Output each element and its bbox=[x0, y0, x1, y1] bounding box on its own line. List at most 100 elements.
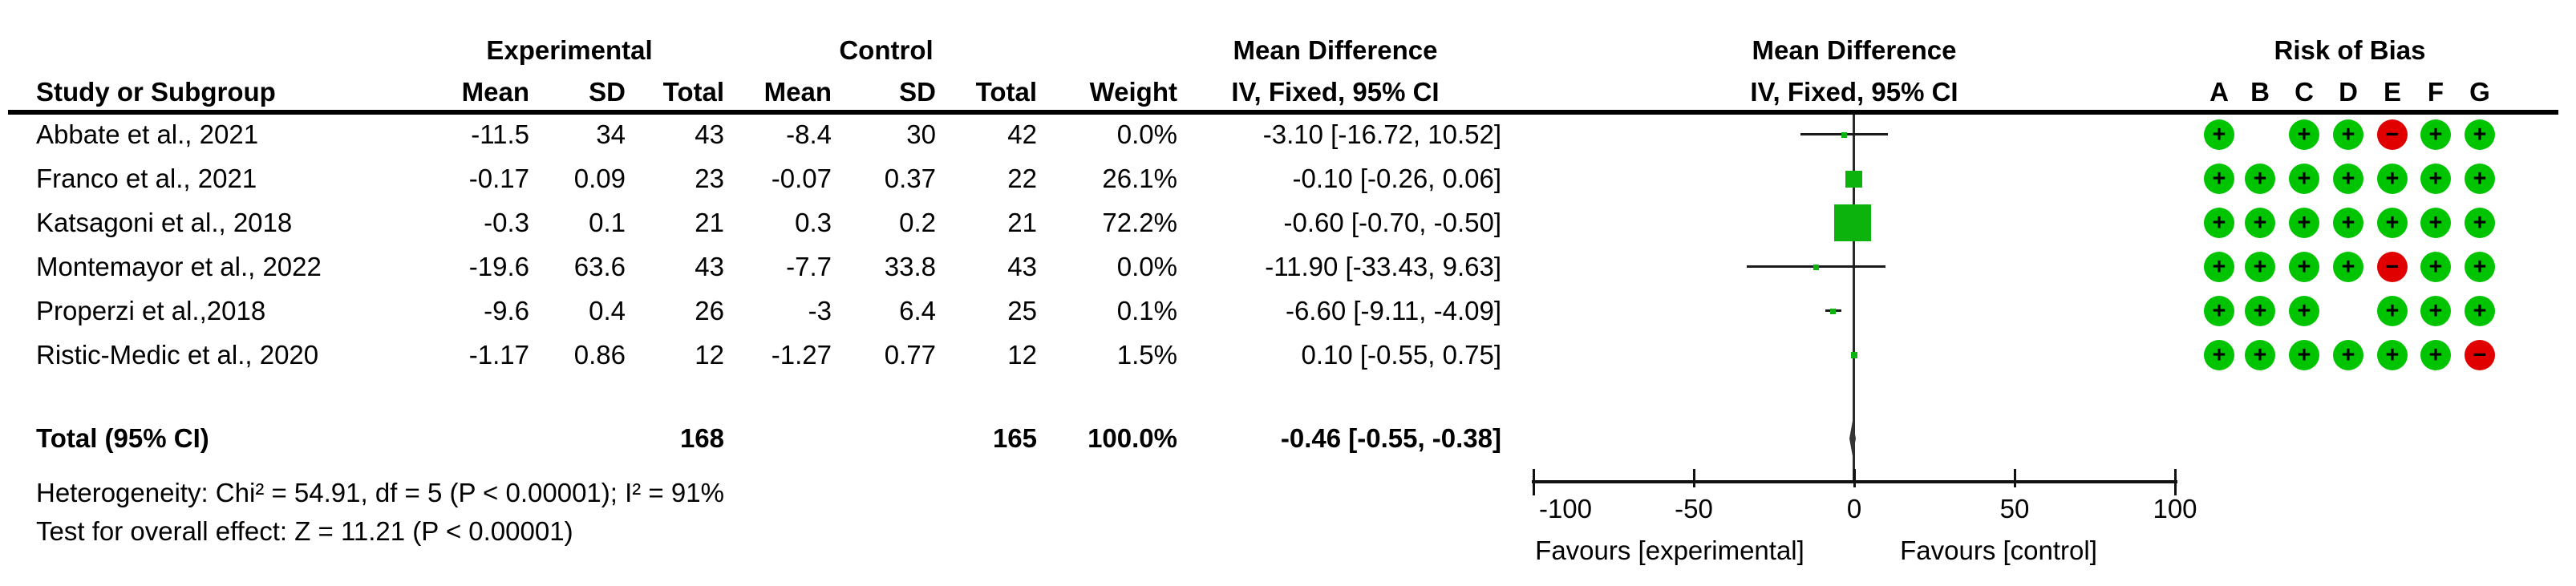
cell-sd-experimental: 0.1 bbox=[589, 208, 626, 237]
col-header-study: Study or Subgroup bbox=[36, 77, 276, 107]
rob-judgement-B-low: + bbox=[2245, 296, 2275, 326]
cell-sd-experimental: 0.86 bbox=[573, 340, 626, 370]
axis-tick bbox=[2174, 469, 2177, 495]
cell-total-experimental: 43 bbox=[695, 252, 724, 281]
group-header-experimental: Experimental bbox=[486, 35, 653, 65]
rob-judgement-C-low: + bbox=[2289, 340, 2319, 370]
effect-square bbox=[1830, 309, 1836, 314]
cell-ci-text: -0.60 [-0.70, -0.50] bbox=[1283, 208, 1502, 237]
rob-judgement-G-low: + bbox=[2465, 119, 2495, 150]
cell-sd-control: 6.4 bbox=[899, 296, 936, 325]
total-n-control: 165 bbox=[992, 423, 1037, 453]
effect-square bbox=[1851, 352, 1857, 358]
rob-judgement-C-low: + bbox=[2289, 119, 2319, 150]
cell-weight: 1.5% bbox=[1116, 340, 1177, 370]
effect-square bbox=[1834, 204, 1871, 241]
cell-ci-text: 0.10 [-0.55, 0.75] bbox=[1301, 340, 1501, 370]
header-rule bbox=[8, 110, 2558, 115]
group-header-control: Control bbox=[839, 35, 934, 65]
cell-total-control: 42 bbox=[1007, 119, 1037, 149]
cell-ci-text: -11.90 [-33.43, 9.63] bbox=[1265, 252, 1501, 281]
rob-judgement-F-low: + bbox=[2420, 119, 2451, 150]
cell-sd-control: 0.37 bbox=[884, 164, 936, 193]
rob-judgement-E-low: + bbox=[2377, 340, 2408, 370]
total-ci-text: -0.46 [-0.55, -0.38] bbox=[1280, 423, 1501, 453]
rob-judgement-F-low: + bbox=[2420, 296, 2451, 326]
cell-sd-experimental: 63.6 bbox=[573, 252, 626, 281]
iv-fixed-ci-header-plot: IV, Fixed, 95% CI bbox=[1750, 77, 1958, 107]
rob-column-letter-E: E bbox=[2383, 77, 2401, 107]
study-name: Franco et al., 2021 bbox=[36, 164, 257, 193]
rob-judgement-F-low: + bbox=[2420, 164, 2451, 194]
rob-judgement-C-low: + bbox=[2289, 252, 2319, 282]
axis-tick-label: 100 bbox=[2153, 494, 2197, 523]
rob-judgement-D-low: + bbox=[2333, 208, 2363, 238]
rob-judgement-D-low: + bbox=[2333, 252, 2363, 282]
study-name: Ristic-Medic et al., 2020 bbox=[36, 340, 319, 370]
col-header-sd-control: SD bbox=[899, 77, 936, 107]
col-header-sd-experimental: SD bbox=[589, 77, 626, 107]
cell-mean-experimental: -0.17 bbox=[468, 164, 529, 193]
cell-mean-control: -3 bbox=[808, 296, 832, 325]
rob-judgement-F-low: + bbox=[2420, 340, 2451, 370]
cell-sd-control: 0.2 bbox=[899, 208, 936, 237]
rob-judgement-G-low: + bbox=[2465, 252, 2495, 282]
cell-mean-control: -0.07 bbox=[771, 164, 832, 193]
rob-judgement-E-low: + bbox=[2377, 296, 2408, 326]
favours-control-label: Favours [control] bbox=[1900, 535, 2097, 565]
axis-tick bbox=[1853, 469, 1856, 487]
col-header-mean-control: Mean bbox=[763, 77, 832, 107]
total-weight: 100.0% bbox=[1088, 423, 1177, 453]
cell-sd-experimental: 0.09 bbox=[573, 164, 626, 193]
study-name: Abbate et al., 2021 bbox=[36, 119, 259, 149]
axis-tick-label: -100 bbox=[1538, 494, 1593, 523]
axis-tick-label: 0 bbox=[1846, 494, 1862, 523]
cell-mean-experimental: -11.5 bbox=[471, 119, 529, 149]
cell-total-control: 25 bbox=[1007, 296, 1037, 325]
cell-sd-experimental: 34 bbox=[596, 119, 626, 149]
col-header-mean-experimental: Mean bbox=[461, 77, 529, 107]
cell-total-control: 43 bbox=[1007, 252, 1037, 281]
cell-ci-text: -0.10 [-0.26, 0.06] bbox=[1292, 164, 1501, 193]
cell-total-experimental: 12 bbox=[695, 340, 724, 370]
cell-total-control: 21 bbox=[1007, 208, 1037, 237]
cell-mean-experimental: -0.3 bbox=[484, 208, 529, 237]
overall-effect-test: Test for overall effect: Z = 11.21 (P < … bbox=[36, 516, 573, 546]
rob-judgement-F-low: + bbox=[2420, 208, 2451, 238]
rob-judgement-G-low: + bbox=[2465, 296, 2495, 326]
cell-total-control: 22 bbox=[1007, 164, 1037, 193]
rob-judgement-C-low: + bbox=[2289, 296, 2319, 326]
cell-mean-control: -1.27 bbox=[771, 340, 832, 370]
cell-ci-text: -3.10 [-16.72, 10.52] bbox=[1262, 119, 1501, 149]
rob-judgement-G-low: + bbox=[2465, 208, 2495, 238]
rob-judgement-G-high: − bbox=[2465, 340, 2495, 370]
mean-difference-header-plot: Mean Difference bbox=[1752, 35, 1957, 65]
rob-column-letter-B: B bbox=[2250, 77, 2270, 107]
effect-square bbox=[1845, 171, 1862, 188]
rob-column-letter-A: A bbox=[2209, 77, 2229, 107]
iv-fixed-ci-header-table: IV, Fixed, 95% CI bbox=[1231, 77, 1440, 107]
cell-weight: 0.0% bbox=[1116, 252, 1177, 281]
cell-weight: 72.2% bbox=[1102, 208, 1177, 237]
pooled-effect-diamond bbox=[1849, 421, 1856, 456]
rob-judgement-E-low: + bbox=[2377, 208, 2408, 238]
total-label: Total (95% CI) bbox=[36, 423, 209, 453]
cell-total-experimental: 26 bbox=[695, 296, 724, 325]
rob-judgement-A-low: + bbox=[2204, 208, 2234, 238]
cell-total-experimental: 23 bbox=[695, 164, 724, 193]
study-name: Montemayor et al., 2022 bbox=[36, 252, 322, 281]
rob-judgement-D-low: + bbox=[2333, 340, 2363, 370]
cell-weight: 0.1% bbox=[1116, 296, 1177, 325]
col-header-total-experimental: Total bbox=[662, 77, 724, 107]
axis-tick-label: -50 bbox=[1675, 494, 1713, 523]
cell-total-experimental: 43 bbox=[695, 119, 724, 149]
risk-of-bias-title: Risk of Bias bbox=[2274, 35, 2426, 65]
rob-judgement-D-low: + bbox=[2333, 119, 2363, 150]
rob-judgement-E-high: − bbox=[2377, 119, 2408, 150]
cell-total-control: 12 bbox=[1007, 340, 1037, 370]
mean-difference-header-table: Mean Difference bbox=[1233, 35, 1438, 65]
rob-column-letter-D: D bbox=[2339, 77, 2358, 107]
rob-judgement-B-low: + bbox=[2245, 252, 2275, 282]
rob-judgement-A-low: + bbox=[2204, 119, 2234, 150]
